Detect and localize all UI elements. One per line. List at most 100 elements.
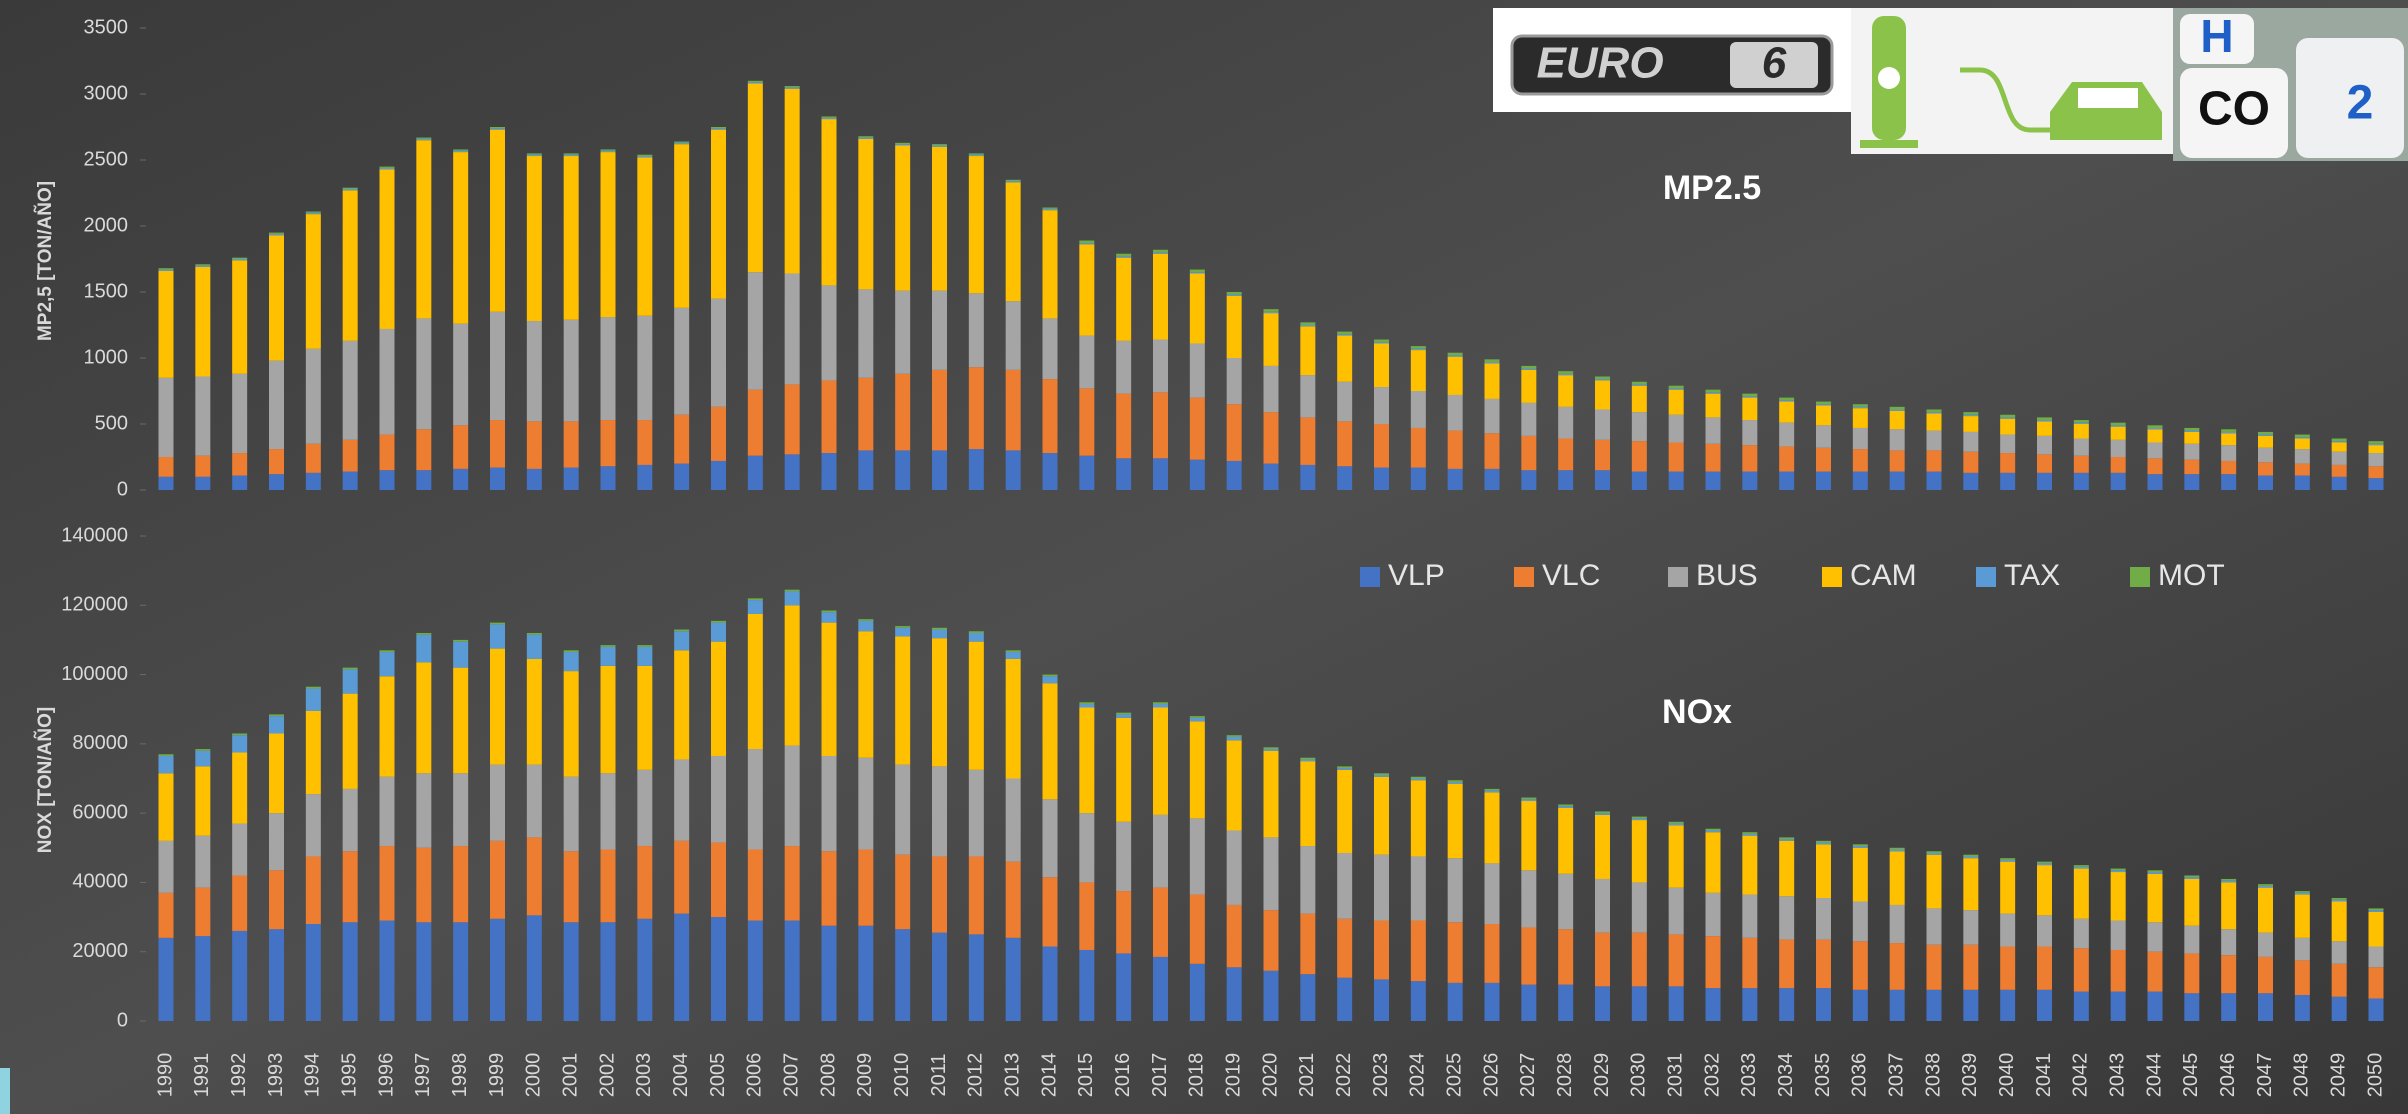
bar-segment [1705,443,1721,472]
bar-segment [674,463,690,490]
bar-segment [158,457,174,477]
bar-segment [1263,910,1279,971]
bar-segment [711,298,726,407]
bar-segment [968,856,984,935]
x-tick-label: 2040 [1996,1053,2018,1098]
bar-segment [379,166,395,168]
bar-segment [2368,478,2384,490]
bar-segment [1926,908,1942,945]
y-tick-label: 2000 [84,214,129,236]
bar-segment [1816,844,1831,899]
bar-segment [1116,953,1132,1021]
bar-segment [858,137,874,139]
bar-segment [1558,804,1574,807]
bar-segment [232,259,248,261]
bar-segment [821,612,837,623]
edge [0,1068,10,1114]
bar-segment [747,389,763,456]
bar-segment [1410,780,1426,857]
bar-segment [858,138,874,290]
bar-segment [232,257,248,259]
bar-segment [1337,381,1353,422]
die [2180,68,2288,158]
legend-swatch [1668,567,1688,587]
bar-segment [1410,467,1426,490]
bar-segment [1963,472,1979,490]
y-tick-label: 0 [117,1009,128,1031]
bar-segment [1447,858,1463,923]
bar-segment [2147,429,2163,443]
bar-segment [2221,955,2237,994]
bar-segment [1779,471,1795,490]
bar-segment [711,755,726,843]
bar-segment [784,86,800,88]
bar-segment [2000,859,2016,862]
y-tick-label: 1000 [84,346,129,368]
bar-segment [2258,885,2273,888]
bar-segment [600,150,616,153]
bar-segment [1263,311,1279,314]
bar-segment [1926,989,1942,1021]
x-tick-label: 2022 [1333,1053,1355,1098]
bar-segment [416,470,432,490]
bar-segment [305,710,321,795]
bar-segment [1889,409,1905,411]
bar-segment [1484,982,1500,1021]
bar-segment [1153,956,1168,1021]
bar-segment [379,470,395,490]
bar-segment [1042,379,1058,454]
bar-segment [269,714,284,717]
bar-segment [1226,294,1242,296]
bar-segment [1153,702,1168,705]
bar-segment [1668,825,1684,888]
bar-segment [342,189,358,191]
bar-segment [1963,910,1979,945]
bar-segment [490,129,505,312]
bar-segment [2147,872,2163,874]
bar-segment [2147,922,2163,952]
bar-segment [1005,778,1021,862]
bar-segment [2294,434,2310,438]
bar-segment [1300,326,1316,376]
bar-segment [747,83,763,273]
bar-segment [342,922,358,1021]
bar-segment [1889,851,1905,905]
bar-segment [637,154,653,157]
bar-segment [858,289,874,378]
x-tick-label: 2018 [1186,1053,1208,1098]
bar-segment [1852,449,1868,472]
bar-segment [2368,441,2384,444]
bar-segment [1116,340,1132,394]
bar-segment [1631,412,1647,442]
x-tick-label: 2002 [596,1053,618,1098]
bar-segment [1042,453,1058,490]
bar-segment [2184,431,2200,444]
bar-segment [1705,832,1721,893]
x-tick-label: 2045 [2180,1053,2202,1098]
bar-segment [342,187,358,190]
y-tick-label: 120000 [61,594,128,616]
bar-segment [1226,740,1242,831]
bar-segment [2037,989,2052,1021]
bar-segment [821,851,837,926]
bar-segment [1926,944,1942,990]
bar-segment [1337,852,1353,919]
bar-segment [453,152,469,324]
bar-segment [1852,844,1868,847]
bar-segment [1889,943,1905,990]
bar-segment [895,627,911,637]
bar-segment [1153,339,1168,393]
bar-segment [674,414,690,464]
bar-segment [490,622,505,625]
bar-segment [637,315,653,421]
bar-segment [1337,977,1353,1021]
bar-segment [1005,301,1021,370]
bar-segment [1595,811,1610,814]
bar-segment [784,591,800,606]
bar-segment [2258,993,2273,1021]
bar-segment [1447,780,1463,782]
bar-segment [379,846,395,921]
x-tick-label: 2016 [1112,1053,1134,1098]
bar-segment [2368,946,2384,968]
bar-segment [1005,650,1021,653]
